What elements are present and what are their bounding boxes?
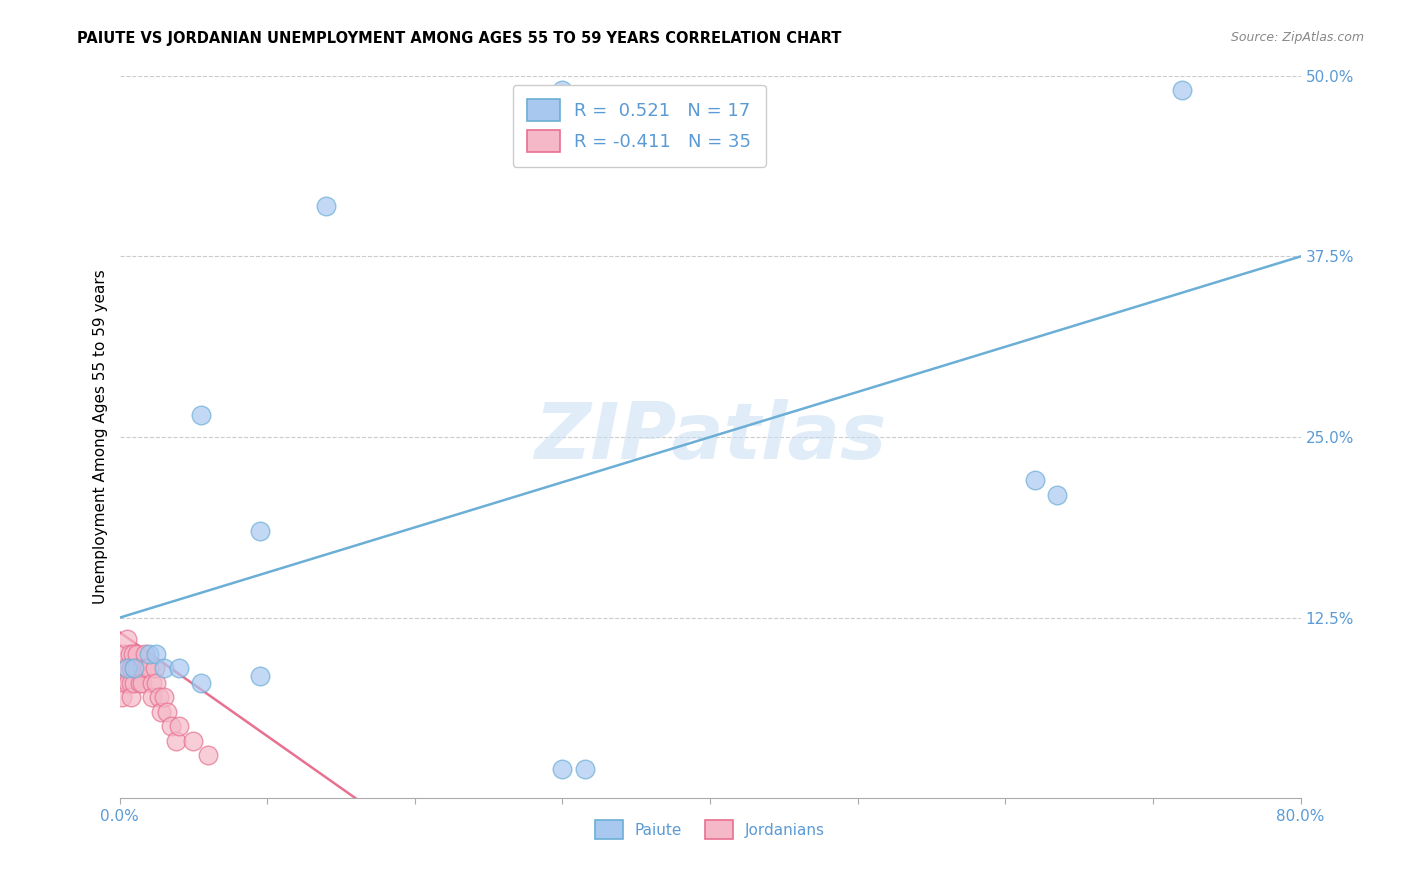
Point <box>551 763 574 777</box>
Point <box>156 705 179 719</box>
Point <box>120 661 142 675</box>
Point <box>551 83 574 97</box>
Point <box>190 675 212 690</box>
Text: ZIPatlas: ZIPatlas <box>534 399 886 475</box>
Legend: Paiute, Jordanians: Paiute, Jordanians <box>589 814 831 845</box>
Point <box>197 747 219 762</box>
Point <box>145 647 167 661</box>
Point <box>315 199 337 213</box>
Point <box>190 409 212 423</box>
Y-axis label: Unemployment Among Ages 55 to 59 years: Unemployment Among Ages 55 to 59 years <box>93 269 108 605</box>
Point <box>148 690 170 705</box>
Point <box>153 690 174 705</box>
Point <box>134 647 156 661</box>
Point <box>183 733 205 747</box>
Point <box>249 668 271 682</box>
Point <box>111 661 134 675</box>
Text: Source: ZipAtlas.com: Source: ZipAtlas.com <box>1230 31 1364 45</box>
Point <box>120 690 142 705</box>
Point <box>120 675 142 690</box>
Point <box>143 661 166 675</box>
Point <box>167 719 190 733</box>
Point <box>165 733 187 747</box>
Point <box>249 524 271 538</box>
Point <box>141 690 163 705</box>
Point <box>124 675 146 690</box>
Point <box>129 675 152 690</box>
Text: PAIUTE VS JORDANIAN UNEMPLOYMENT AMONG AGES 55 TO 59 YEARS CORRELATION CHART: PAIUTE VS JORDANIAN UNEMPLOYMENT AMONG A… <box>77 31 842 46</box>
Point <box>138 661 160 675</box>
Point <box>124 661 146 675</box>
Point <box>127 647 149 661</box>
Point <box>1024 474 1046 488</box>
Point <box>153 661 174 675</box>
Point <box>574 763 596 777</box>
Point <box>160 719 183 733</box>
Point <box>145 675 167 690</box>
Point <box>112 647 135 661</box>
Point <box>115 661 138 675</box>
Point <box>114 675 136 690</box>
Point <box>131 675 153 690</box>
Point <box>127 661 149 675</box>
Point <box>118 647 141 661</box>
Point <box>121 647 143 661</box>
Point <box>111 690 134 705</box>
Point <box>131 661 153 675</box>
Point <box>149 705 172 719</box>
Point <box>1046 488 1069 502</box>
Point <box>138 647 160 661</box>
Point <box>124 661 146 675</box>
Point <box>115 661 138 675</box>
Point <box>135 661 157 675</box>
Point <box>167 661 190 675</box>
Point <box>117 675 139 690</box>
Point <box>1171 83 1194 97</box>
Point <box>115 632 138 647</box>
Point <box>141 675 163 690</box>
